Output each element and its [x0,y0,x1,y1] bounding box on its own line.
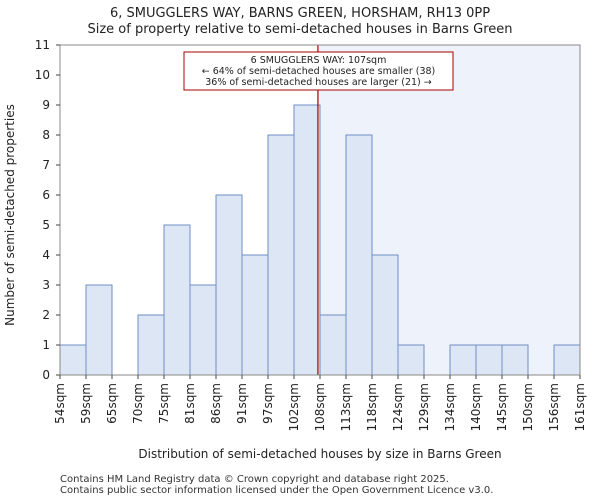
x-tick-label: 113sqm [339,383,353,431]
x-tick-label: 75sqm [157,383,171,424]
x-ticks-group: 54sqm 59sqm 65sqm 70sqm 75sqm 81sqm 86sqm 91sqm… [53,375,587,431]
bar-54sqm [59,344,87,376]
bar-118sqm [371,254,399,376]
y-tick-label: 10 [35,68,50,82]
bar-134sqm [449,344,477,376]
x-tick-label: 145sqm [495,383,509,431]
x-tick-label: 91sqm [235,383,249,424]
bar-145sqm [501,344,529,376]
x-tick-label: 161sqm [573,383,587,431]
y-tick-label: 9 [42,98,50,112]
x-tick-label: 108sqm [313,383,327,431]
bar-102sqm [293,104,321,376]
x-tick-label: 65sqm [105,383,119,424]
y-tick-label: 1 [42,338,50,352]
bar-124sqm [397,344,425,376]
annotation-line-3: 36% of semi-detached houses are larger (… [205,77,432,88]
y-tick-label: 6 [42,188,50,202]
bar-81sqm [189,284,217,376]
bar-86sqm [215,194,243,376]
annotation-line-1: 6 SMUGGLERS WAY: 107sqm [251,55,387,66]
chart-title: 6, SMUGGLERS WAY, BARNS GREEN, HORSHAM, … [109,6,491,21]
x-tick-label: 140sqm [469,383,483,431]
x-tick-label: 70sqm [131,383,145,424]
y-tick-label: 11 [35,38,50,52]
y-tick-label: 2 [42,308,50,322]
bar-59sqm [85,284,113,376]
footer-licence: Contains public sector information licen… [60,485,494,496]
x-tick-label: 59sqm [79,383,93,424]
bar-113sqm [345,134,373,376]
y-axis-label: Number of semi-detached properties [3,104,17,326]
annotation-box: 6 SMUGGLERS WAY: 107sqm ← 64% of semi-de… [183,51,454,91]
y-tick-label: 4 [42,248,50,262]
x-tick-label: 54sqm [53,383,67,424]
chart-subtitle: Size of property relative to semi-detach… [87,22,513,37]
bar-140sqm [475,344,503,376]
bar-156sqm [553,344,581,376]
x-tick-label: 102sqm [287,383,301,431]
y-tick-label: 3 [42,278,50,292]
y-ticks-group: 0 1 2 3 4 5 6 7 8 9 10 11 [35,38,60,382]
y-tick-label: 8 [42,128,50,142]
y-tick-label: 5 [42,218,50,232]
bar-91sqm [241,254,269,376]
x-tick-label: 86sqm [209,383,223,424]
bar-70sqm [137,314,165,376]
x-tick-label: 81sqm [183,383,197,424]
annotation-line-2: ← 64% of semi-detached houses are smalle… [202,66,436,77]
annotation-border [183,51,454,91]
x-tick-label: 150sqm [521,383,535,431]
x-tick-label: 124sqm [391,383,405,431]
bar-108sqm [319,314,347,376]
x-axis-label: Distribution of semi-detached houses by … [138,447,501,461]
y-tick-label: 0 [42,368,50,382]
bars-group [59,104,581,376]
y-tick-label: 7 [42,158,50,172]
x-tick-label: 129sqm [417,383,431,431]
bar-75sqm [163,224,191,376]
x-tick-label: 134sqm [443,383,457,431]
x-tick-label: 118sqm [365,383,379,431]
bar-97sqm [267,134,295,376]
x-tick-label: 97sqm [261,383,275,424]
footer-copyright: Contains HM Land Registry data © Crown c… [60,474,449,485]
x-tick-label: 156sqm [547,383,561,431]
